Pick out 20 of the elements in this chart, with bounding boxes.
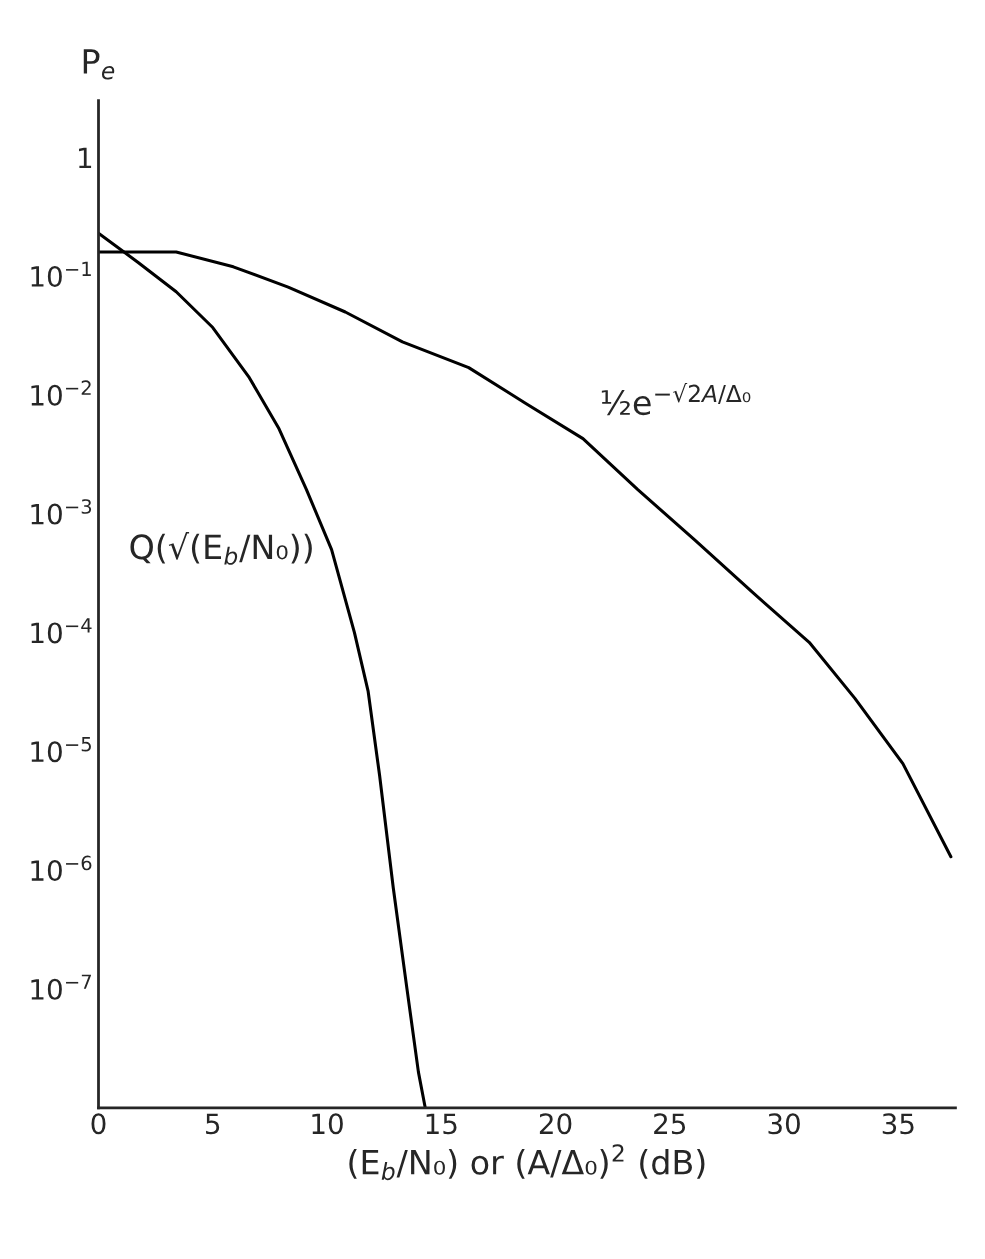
series-label: Q(√(E$_{b}$/N₀)) (130, 532, 312, 565)
y-tick-label: 10$^{−1}$ (31, 261, 91, 287)
x-axis-title: (E$_{b}$/N₀) or (A/Δ₀)$^{2}$ (dB) (349, 1144, 705, 1181)
y-tick-label: 1 (79, 147, 92, 168)
x-tick-label: 20 (539, 1113, 572, 1135)
series-label: ½e$^{−√2A/Δ₀}$ (601, 382, 751, 416)
y-tick-label: 10$^{−4}$ (31, 618, 92, 644)
y-axis-title: P$_{e}$ (83, 49, 115, 80)
x-tick-label: 35 (882, 1113, 914, 1135)
x-tick-label: 5 (206, 1113, 220, 1135)
x-tick-label: 15 (426, 1113, 457, 1135)
y-tick-label: 10$^{−5}$ (31, 737, 91, 763)
y-tick-label: 10$^{−2}$ (31, 380, 91, 406)
x-tick-label: 30 (768, 1113, 800, 1135)
y-tick-label: 10$^{−7}$ (31, 974, 91, 1000)
x-tick-label: 0 (91, 1113, 106, 1135)
y-tick-label: 10$^{−3}$ (31, 499, 92, 525)
y-tick-label: 10$^{−6}$ (31, 855, 92, 882)
x-tick-label: 25 (654, 1113, 686, 1135)
x-tick-label: 10 (312, 1113, 343, 1135)
